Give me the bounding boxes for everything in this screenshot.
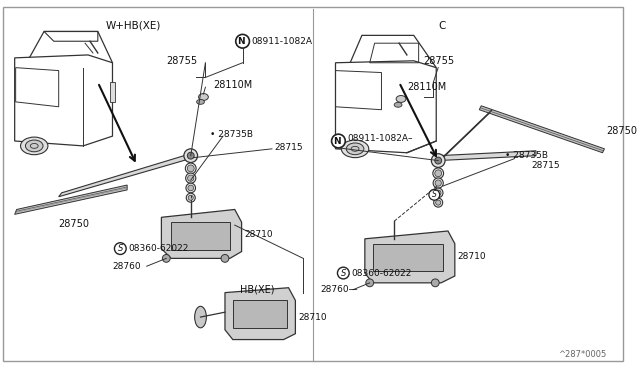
Polygon shape <box>225 288 296 340</box>
Text: HB(XE): HB(XE) <box>239 285 274 295</box>
Circle shape <box>435 170 442 177</box>
Text: 28110M: 28110M <box>213 80 253 90</box>
Circle shape <box>436 200 441 205</box>
Text: N: N <box>333 137 340 145</box>
Polygon shape <box>365 231 455 283</box>
Text: • 28735B: • 28735B <box>505 151 548 160</box>
Polygon shape <box>438 110 492 163</box>
Circle shape <box>186 193 195 202</box>
Circle shape <box>431 154 445 167</box>
Circle shape <box>188 195 193 200</box>
Circle shape <box>221 254 229 262</box>
Polygon shape <box>479 106 605 153</box>
Text: 28710: 28710 <box>458 252 486 261</box>
Ellipse shape <box>396 96 406 102</box>
Polygon shape <box>59 153 194 197</box>
Text: 28750: 28750 <box>607 126 637 136</box>
Circle shape <box>429 189 440 200</box>
Circle shape <box>435 190 441 196</box>
Text: 28760—: 28760— <box>321 285 358 294</box>
Circle shape <box>434 198 443 207</box>
Text: 28715: 28715 <box>274 143 303 153</box>
Bar <box>372 244 443 271</box>
Circle shape <box>435 157 442 164</box>
Text: 28755: 28755 <box>424 56 454 66</box>
Text: 08911-1082A–: 08911-1082A– <box>348 134 413 142</box>
Text: 28715: 28715 <box>531 161 560 170</box>
Text: C: C <box>438 20 445 31</box>
Ellipse shape <box>195 306 206 328</box>
Text: S: S <box>340 269 346 278</box>
Polygon shape <box>438 151 536 161</box>
Circle shape <box>186 163 196 174</box>
Ellipse shape <box>20 137 48 155</box>
Text: • 28735B: • 28735B <box>211 130 253 139</box>
Ellipse shape <box>341 140 369 158</box>
Bar <box>171 222 230 250</box>
Circle shape <box>433 188 443 198</box>
Circle shape <box>188 152 194 159</box>
Ellipse shape <box>198 94 209 100</box>
Polygon shape <box>15 185 127 214</box>
Circle shape <box>184 149 198 163</box>
Circle shape <box>337 267 349 279</box>
Text: 28750: 28750 <box>59 219 90 229</box>
Text: 08911-1082A: 08911-1082A <box>252 37 312 46</box>
Circle shape <box>433 168 444 179</box>
Circle shape <box>188 165 194 172</box>
Text: N: N <box>237 37 244 46</box>
Text: 08360-62022: 08360-62022 <box>128 244 189 253</box>
Polygon shape <box>161 209 241 259</box>
Circle shape <box>433 178 444 188</box>
Circle shape <box>186 173 196 183</box>
Text: S: S <box>118 244 123 253</box>
Text: 28755: 28755 <box>166 56 197 66</box>
Circle shape <box>115 243 126 254</box>
Text: 28710: 28710 <box>244 230 273 240</box>
Text: W+HB(XE): W+HB(XE) <box>106 20 161 31</box>
Circle shape <box>236 34 250 48</box>
Ellipse shape <box>346 143 364 155</box>
Circle shape <box>186 183 196 193</box>
Bar <box>233 301 287 328</box>
Ellipse shape <box>26 140 43 152</box>
Text: ^287*0005: ^287*0005 <box>558 350 607 359</box>
Text: 08360-62022: 08360-62022 <box>351 269 412 278</box>
Circle shape <box>435 180 442 186</box>
Ellipse shape <box>196 99 204 104</box>
Circle shape <box>188 175 194 181</box>
Text: 28110M: 28110M <box>407 82 446 92</box>
Text: S: S <box>432 190 436 199</box>
Ellipse shape <box>394 102 402 107</box>
Text: 28710: 28710 <box>298 312 327 321</box>
Circle shape <box>332 134 345 148</box>
Circle shape <box>188 185 193 191</box>
Text: 28760: 28760 <box>113 262 141 271</box>
Circle shape <box>431 279 439 287</box>
Circle shape <box>366 279 374 287</box>
Bar <box>109 82 115 102</box>
Circle shape <box>163 254 170 262</box>
